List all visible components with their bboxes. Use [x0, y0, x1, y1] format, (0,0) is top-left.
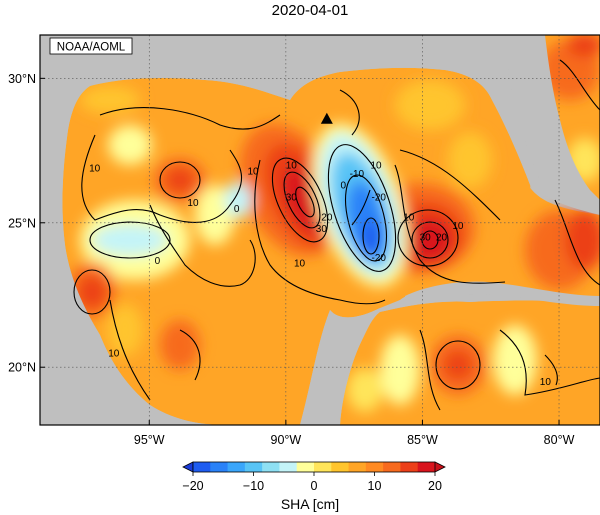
- contour-line: [351, 189, 371, 226]
- colorbar-segment: [262, 462, 280, 472]
- contour-line: [421, 230, 439, 250]
- contour-label: 0: [155, 256, 161, 267]
- contour-label: 10: [248, 166, 260, 177]
- credit-label: NOAA/AOML: [57, 42, 126, 54]
- lon-tick-label: 80°W: [544, 433, 575, 447]
- contour-line: [499, 329, 600, 396]
- contour-label: 20: [436, 233, 448, 244]
- ocean-field: [62, 35, 600, 425]
- gridlines: [40, 35, 600, 425]
- contour-line: [81, 134, 243, 223]
- colorbar-segment: [365, 462, 384, 472]
- contour-label: 30: [286, 192, 298, 203]
- colorbar-segment: [210, 462, 229, 472]
- observation-marker-triangle: [320, 112, 333, 124]
- contour-line: [399, 149, 501, 221]
- lon-tick-label: 85°W: [407, 433, 438, 447]
- contour-label: 30: [420, 233, 432, 244]
- contour-line: [89, 221, 171, 259]
- contour-line: [397, 209, 459, 267]
- contour-line: [109, 299, 151, 401]
- colorbar-segment: [296, 462, 315, 472]
- contour-line: [435, 340, 481, 390]
- contour-line: [554, 199, 600, 286]
- contour-line: [99, 107, 281, 130]
- contour-line: [254, 159, 386, 305]
- map-title: 2020-04-01: [272, 2, 349, 19]
- lat-tick-label: 25°N: [8, 216, 36, 230]
- contour-line: [327, 144, 397, 272]
- lon-tick-label: 90°W: [271, 433, 302, 447]
- contour-line: [362, 217, 380, 255]
- landmasses: [40, 35, 600, 425]
- contour-line: [295, 186, 315, 218]
- contour-label: 10: [294, 259, 306, 270]
- contour-line: [419, 329, 441, 411]
- longitude-axis: 95°W 90°W 85°W 80°W: [134, 420, 575, 447]
- contour-label: 0: [234, 204, 240, 215]
- contour-label: 10: [540, 377, 552, 388]
- contour-label: 10: [108, 348, 120, 359]
- lon-tick-label: 95°W: [134, 433, 165, 447]
- lat-tick-label: 30°N: [8, 72, 36, 86]
- contour-label: 10: [452, 221, 464, 232]
- contour-label: 10: [89, 163, 101, 174]
- florida-peninsula: [505, 35, 600, 215]
- latitude-axis: 30°N 25°N 20°N: [8, 72, 45, 375]
- credit-box: [49, 37, 133, 55]
- colorbar-tick-label: 10: [368, 479, 382, 493]
- contour-line: [544, 354, 558, 386]
- contour-label: 10: [187, 198, 199, 209]
- colorbar-extend-high: [434, 461, 446, 473]
- contour-label: -20: [372, 192, 387, 203]
- colorbar-segment: [348, 462, 367, 472]
- colorbar-segment: [279, 462, 298, 472]
- contour-label: 20: [321, 213, 333, 224]
- contour-label: 10: [286, 161, 298, 172]
- colorbar-segment: [400, 462, 419, 472]
- colorbar-segment: [227, 462, 246, 472]
- contour-lines: [73, 59, 600, 411]
- colorbar-label: SHA [cm]: [281, 496, 339, 512]
- contour-line: [283, 171, 321, 229]
- colorbar: −20 −10 0 10 20: [182, 461, 446, 493]
- cuba-island: [405, 281, 600, 306]
- contour-label: -10: [350, 169, 365, 180]
- contour-line: [149, 204, 256, 287]
- colorbar-tick-label: −20: [182, 479, 203, 493]
- contour-label: -20: [372, 253, 387, 264]
- colorbar-segment: [383, 462, 401, 472]
- contour-label: 30: [316, 224, 328, 235]
- colorbar-segment: [244, 462, 263, 472]
- contour-line: [344, 174, 388, 262]
- colorbar-tick-label: −10: [243, 479, 264, 493]
- north-america-land: [40, 35, 552, 425]
- contour-line: [339, 89, 360, 136]
- colorbar-segment: [314, 462, 332, 472]
- yucatan-land: [300, 308, 380, 425]
- contour-line: [394, 164, 506, 284]
- contour-line: [159, 161, 201, 199]
- contour-label: 10: [370, 161, 382, 172]
- colorbar-tick-label: 20: [428, 479, 442, 493]
- colorbar-extend-low: [182, 461, 194, 473]
- contour-line: [411, 221, 449, 259]
- lat-tick-label: 20°N: [8, 361, 36, 375]
- contour-label: 0: [340, 181, 346, 192]
- colorbar-segment: [331, 462, 350, 472]
- colorbar-segment: [193, 462, 211, 472]
- contour-label: 10: [403, 213, 415, 224]
- colorbar-segment: [417, 462, 436, 472]
- map-frame: [39, 34, 600, 426]
- contour-line: [179, 329, 201, 381]
- contour-line: [559, 59, 600, 111]
- contour-line: [271, 157, 329, 243]
- contour-line: [73, 269, 111, 315]
- colorbar-tick-label: 0: [311, 479, 318, 493]
